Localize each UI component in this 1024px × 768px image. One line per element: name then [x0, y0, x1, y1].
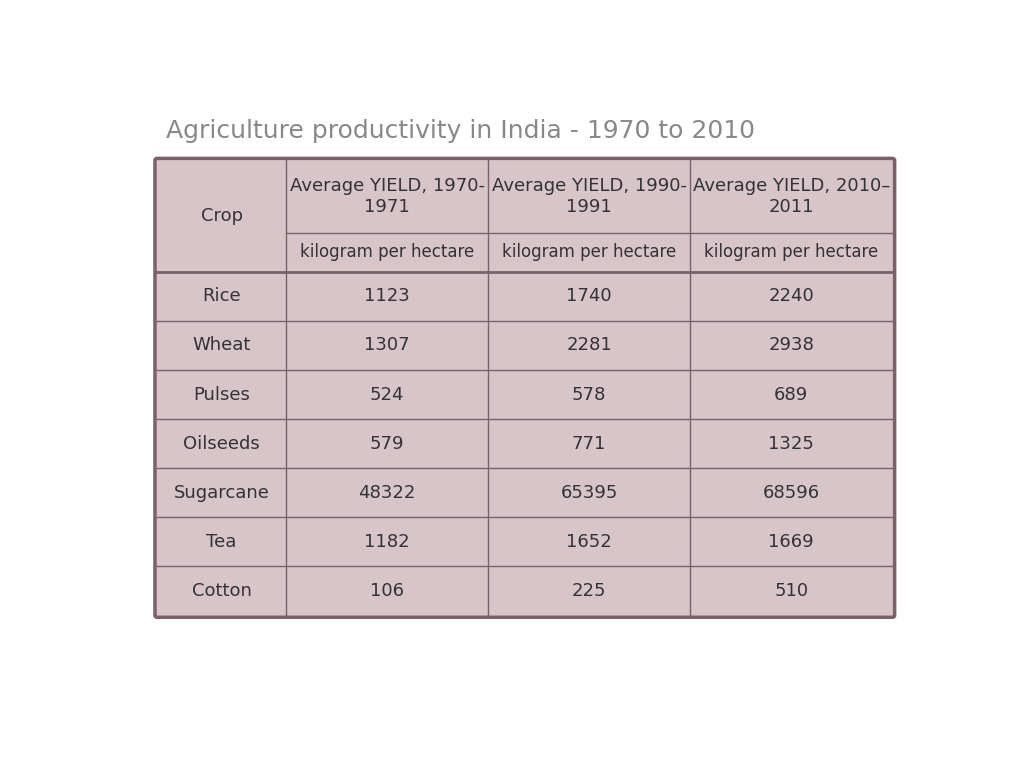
Text: 2938: 2938	[768, 336, 814, 354]
Text: 1740: 1740	[566, 287, 612, 306]
Text: 578: 578	[572, 386, 606, 403]
Text: Pulses: Pulses	[194, 386, 250, 403]
Text: Sugarcane: Sugarcane	[174, 484, 269, 502]
Text: Wheat: Wheat	[193, 336, 251, 354]
Text: Cotton: Cotton	[191, 582, 252, 600]
Text: 65395: 65395	[560, 484, 617, 502]
Text: 689: 689	[774, 386, 808, 403]
Text: 524: 524	[370, 386, 404, 403]
Text: Agriculture productivity in India - 1970 to 2010: Agriculture productivity in India - 1970…	[166, 119, 755, 143]
Text: Average YIELD, 1990-
1991: Average YIELD, 1990- 1991	[492, 177, 687, 216]
Text: 2281: 2281	[566, 336, 612, 354]
Text: Average YIELD, 2010–
2011: Average YIELD, 2010– 2011	[692, 177, 890, 216]
Text: 771: 771	[572, 435, 606, 452]
Text: 225: 225	[571, 582, 606, 600]
Text: kilogram per hectare: kilogram per hectare	[300, 243, 474, 261]
Text: 1123: 1123	[365, 287, 410, 306]
Text: 579: 579	[370, 435, 404, 452]
Text: 1325: 1325	[768, 435, 814, 452]
Text: Oilseeds: Oilseeds	[183, 435, 260, 452]
Text: 510: 510	[774, 582, 808, 600]
Text: 68596: 68596	[763, 484, 820, 502]
Text: 106: 106	[370, 582, 404, 600]
Text: Tea: Tea	[207, 533, 237, 551]
Text: 1307: 1307	[365, 336, 410, 354]
Text: kilogram per hectare: kilogram per hectare	[705, 243, 879, 261]
Text: 48322: 48322	[358, 484, 416, 502]
Text: Rice: Rice	[203, 287, 241, 306]
FancyBboxPatch shape	[155, 158, 895, 617]
Text: 1182: 1182	[365, 533, 410, 551]
Text: kilogram per hectare: kilogram per hectare	[502, 243, 676, 261]
Text: 1669: 1669	[768, 533, 814, 551]
Text: 2240: 2240	[768, 287, 814, 306]
Text: 1652: 1652	[566, 533, 612, 551]
Text: Average YIELD, 1970-
1971: Average YIELD, 1970- 1971	[290, 177, 484, 216]
Text: Crop: Crop	[201, 207, 243, 225]
